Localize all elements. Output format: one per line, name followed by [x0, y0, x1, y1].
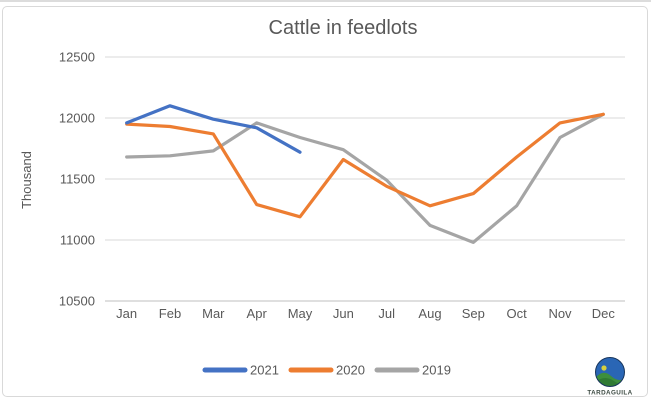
- x-tick-label: Aug: [418, 306, 441, 321]
- legend-item-2020[interactable]: 2020: [288, 363, 365, 378]
- logo-globe-icon: [595, 357, 625, 387]
- x-axis-tick-labels: Jan Feb Mar Apr May Jun Jul Aug Sep Oct Nov Dec: [116, 306, 615, 321]
- y-tick-label: 11500: [60, 172, 95, 187]
- legend-label-2021: 2021: [250, 363, 279, 378]
- tardaguila-logo: TARDAGUILA: [587, 357, 632, 397]
- x-tick-label: Oct: [507, 306, 528, 321]
- series-line-2019[interactable]: [125, 112, 605, 244]
- gridlines: [105, 56, 625, 302]
- x-tick-label: Apr: [247, 306, 268, 321]
- y-axis-title: Thousand: [19, 151, 34, 209]
- y-axis-tick-labels: 12500 12000 11500 11000 10500: [59, 50, 95, 309]
- series-line-2020[interactable]: [125, 112, 605, 219]
- y-tick-label: 12000: [59, 111, 95, 126]
- logo-text: TARDAGUILA: [587, 390, 632, 397]
- x-tick-label: Jan: [116, 306, 137, 321]
- x-tick-label: Dec: [592, 306, 616, 321]
- series-line-2021[interactable]: [125, 104, 302, 154]
- x-tick-label: Mar: [202, 306, 225, 321]
- legend-item-2019[interactable]: 2019: [374, 363, 451, 378]
- legend-item-2021[interactable]: 2021: [202, 363, 279, 378]
- y-tick-label: 12500: [59, 50, 95, 65]
- window-top-edge: [0, 0, 651, 2]
- legend: 2021 2020 2019: [202, 363, 451, 378]
- y-tick-label: 11000: [60, 233, 95, 248]
- legend-label-2020: 2020: [336, 363, 365, 378]
- x-tick-label: Sep: [462, 306, 485, 321]
- y-tick-label: 10500: [59, 294, 95, 309]
- chart-frame: [2, 6, 648, 397]
- x-tick-label: May: [288, 306, 313, 321]
- x-tick-label: Jul: [378, 306, 395, 321]
- series-lines: [125, 104, 605, 244]
- x-tick-label: Feb: [159, 306, 181, 321]
- x-tick-label: Jun: [333, 306, 354, 321]
- legend-label-2019: 2019: [422, 363, 451, 378]
- chart-title: Cattle in feedlots: [269, 17, 418, 39]
- x-tick-label: Nov: [548, 306, 572, 321]
